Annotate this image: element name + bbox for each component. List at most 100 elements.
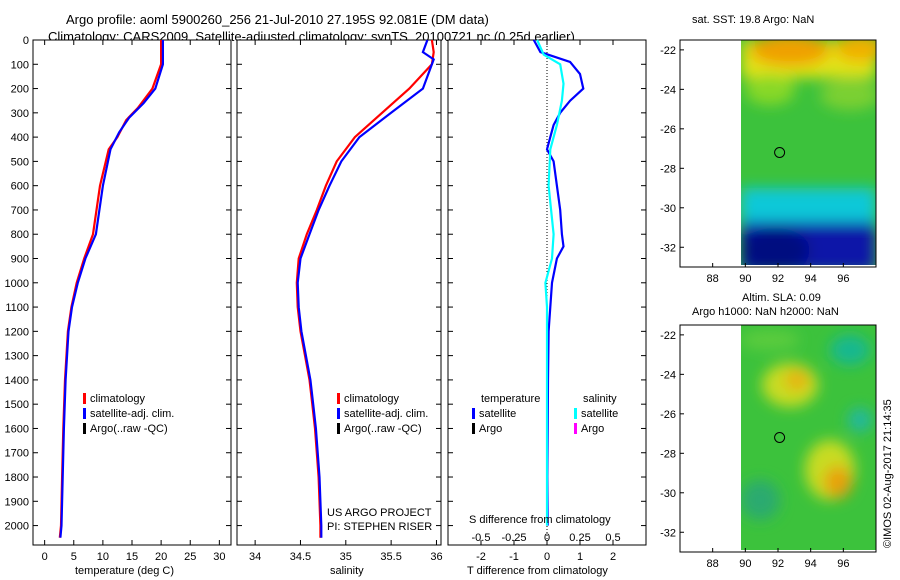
sla_map-ytick-label: -30 [660,488,676,500]
diff-salinity-legend-label: Argo [581,423,604,435]
salinity-axes-frame [236,39,442,546]
salinity-legend-label: Argo(..raw -QC) [344,423,422,435]
sst-argo-position-marker [774,147,786,158]
diff-legend-temperature-title: temperature [481,393,540,405]
sla_map-xtick-label: 96 [837,558,849,570]
sla-blob-6 [824,466,852,498]
temperature-xtick-label: 30 [213,551,225,563]
salinity-legend-label: satellite-adj. clim. [344,408,428,420]
difference-xtick-label: 1 [577,551,583,563]
depth-tick-label: 1400 [5,375,29,387]
sst_map-ytick-label: -32 [660,242,676,254]
salinity-xtick-label: 35 [340,551,352,563]
temperature-xtick-label: 15 [126,551,138,563]
salinity-series-satellite-adj-clim- [296,39,436,538]
salinity-xtick-label: 36 [430,551,442,563]
project-annotation: US ARGO PROJECT [327,507,432,519]
s-diff-tick-label: -0.5 [472,532,491,544]
depth-tick-label: 1500 [5,399,29,411]
salinity-legend-swatch [337,423,340,434]
sla-blob-8 [848,408,872,432]
sla_map-ytick-label: -22 [660,330,676,342]
difference-xtick-label: -1 [509,551,519,563]
temperature-xtick-label: 5 [71,551,77,563]
sst_map-ytick-label: -24 [660,84,676,96]
temperature-xtick-label: 20 [155,551,167,563]
sla_map-xtick-label: 88 [707,558,719,570]
diff-temperature-legend-label: Argo [479,423,502,435]
sst-green-yellow-2 [820,80,876,110]
depth-tick-label: 0 [23,35,29,47]
temperature-xtick-label: 10 [97,551,109,563]
salinity-xlabel: salinity [330,565,364,577]
sla-blob-3 [785,370,809,390]
depth-tick-label: 100 [11,59,29,71]
depth-tick-label: 1000 [5,278,29,290]
temperature-panel: 0 5 10 15 20 25 300100200300400500600700800900… [5,35,232,563]
salinity-xtick-label: 34 [249,551,261,563]
temperature-legend-label: Argo(..raw -QC) [90,423,168,435]
depth-tick-label: 1700 [5,448,29,460]
diff-salinity-legend-swatch [574,408,577,419]
s-diff-tick-label: -0.25 [501,532,526,544]
sst_map-xtick-label: 90 [739,273,751,285]
salinity-legend-swatch [337,393,340,404]
sst_map-xtick-label: 92 [772,273,784,285]
salinity-panel: 34 34.5 35 35.5 36 climatology satellite-adj. … [236,39,443,563]
depth-tick-label: 800 [11,229,29,241]
temperature-legend-swatch [83,423,86,434]
sla-map: 88 90 92 94 96 -22 -24 -26 -28 -30 -32 [660,324,877,570]
s-diff-tick-label: 0.5 [605,532,620,544]
imos-timestamp: ©IMOS 02-Aug-2017 21:14:35 [882,399,894,548]
sst_map-ytick-label: -22 [660,45,676,57]
difference-xtick-label: -2 [476,551,486,563]
pi-annotation: PI: STEPHEN RISER [327,521,433,533]
sst-map-title: sat. SST: 19.8 Argo: NaN [692,14,815,26]
temperature-legend-label: satellite-adj. clim. [90,408,174,420]
sst-map: 88 90 92 94 96 -22 -24 -26 -28 -30 -32 [660,39,877,285]
sst-cold-core [741,228,810,265]
sla_map-ytick-label: -24 [660,369,676,381]
depth-tick-label: 900 [11,254,29,266]
title-line-1: Argo profile: aoml 5900260_256 21-Jul-20… [66,12,489,27]
depth-tick-label: 2000 [5,521,29,533]
salinity-xtick-label: 35.5 [380,551,401,563]
depth-tick-label: 1800 [5,472,29,484]
difference-xlabel-top: S difference from climatology [469,514,611,526]
temperature-legend-swatch [83,408,86,419]
temperature-xtick-label: 0 [42,551,48,563]
diff-legend-salinity-title: salinity [583,393,617,405]
sla-blob-4 [830,335,870,365]
temperature-axes-frame [32,39,232,546]
temperature-series-satellite-adj-clim- [59,40,164,538]
salinity-legend-swatch [337,408,340,419]
sla-blob-7 [741,480,780,520]
difference-xlabel: T difference from climatology [467,565,608,577]
sla-argo-position-marker [774,432,786,443]
sst-warm-core-2 [835,40,876,62]
difference-series-t-satellite [532,39,585,526]
diff-temperature-legend-label: satellite [479,408,516,420]
sst_map-ytick-label: -30 [660,203,676,215]
diff-temperature-legend-swatch [472,423,475,434]
sla-map-title: Altim. SLA: 0.09 [742,292,821,304]
temperature-legend-swatch [83,393,86,404]
sst-green-yellow [745,75,795,105]
s-diff-tick-label: 0.25 [569,532,590,544]
diff-temperature-legend-swatch [472,408,475,419]
depth-tick-label: 600 [11,181,29,193]
temperature-xtick-label: 25 [184,551,196,563]
sst_map-xtick-label: 96 [837,273,849,285]
sst_map-ytick-label: -28 [660,163,676,175]
temperature-legend-label: climatology [90,393,146,405]
difference-xtick-label: 2 [610,551,616,563]
sla_map-xtick-label: 90 [739,558,751,570]
sst_map-xtick-label: 88 [707,273,719,285]
depth-tick-label: 400 [11,132,29,144]
diff-salinity-legend-swatch [574,423,577,434]
sla_map-ytick-label: -32 [660,527,676,539]
sst-cyan-band [741,188,876,228]
depth-tick-label: 1200 [5,326,29,338]
sst_map-xtick-label: 94 [805,273,817,285]
